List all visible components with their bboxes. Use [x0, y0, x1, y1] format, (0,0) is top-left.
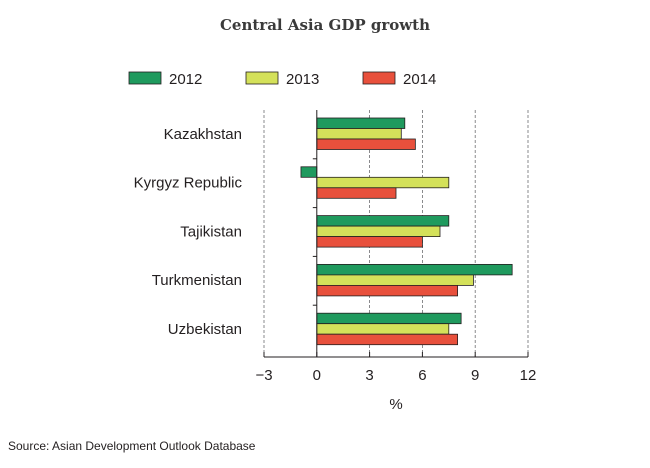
bar-uzbekistan-2012 [316, 312, 462, 325]
legend-swatch-2014 [362, 71, 396, 85]
axes [263, 110, 529, 358]
category-label-kazakhstan: Kazakhstan [164, 126, 242, 143]
bar-uzbekistan-2014 [316, 333, 458, 346]
legend: 2012 2013 2014 [128, 71, 436, 88]
legend-swatch-2013 [245, 71, 279, 85]
labels: Kazakhstan Kyrgyz Republic Tajikistan Turkm… [134, 126, 537, 413]
category-label-kyrgyz-republic: Kyrgyz Republic [134, 175, 243, 192]
bar-turkmenistan-2014 [316, 284, 458, 297]
bar-turkmenistan-2012 [316, 263, 513, 276]
category-label-tajikistan: Tajikistan [180, 223, 242, 240]
x-tick-label-3: 6 [418, 367, 426, 384]
bar-tajikistan-2013 [316, 225, 441, 238]
bar-kazakhstan-2014 [316, 138, 416, 150]
bar-tajikistan-2012 [316, 215, 450, 227]
x-tick-label-4: 9 [471, 367, 479, 384]
source-note: Source: Asian Development Outlook Databa… [8, 439, 256, 453]
x-tick-label-1: 0 [313, 367, 321, 384]
x-axis-label: % [389, 396, 402, 413]
bar-tajikistan-2014 [316, 236, 423, 248]
legend-swatch-2012 [128, 71, 162, 85]
bar-kyrgyz-republic-2012 [300, 166, 318, 178]
bar-kyrgyz-republic-2014 [316, 187, 397, 199]
bar-turkmenistan-2013 [316, 274, 474, 286]
category-label-uzbekistan: Uzbekistan [168, 321, 242, 338]
category-label-turkmenistan: Turkmenistan [152, 272, 242, 289]
x-tick-label-5: 12 [520, 367, 537, 384]
x-tick-label-0: −3 [255, 367, 272, 384]
bar-kazakhstan-2013 [316, 128, 402, 140]
legend-label-2013: 2013 [286, 71, 319, 88]
bar-uzbekistan-2013 [316, 323, 450, 335]
bar-kazakhstan-2012 [316, 117, 406, 129]
legend-label-2014: 2014 [403, 71, 436, 88]
x-tick-label-2: 3 [365, 367, 373, 384]
bars [300, 117, 513, 346]
chart-title: Central Asia GDP growth [219, 16, 431, 34]
legend-label-2012: 2012 [169, 71, 202, 88]
bar-kyrgyz-republic-2013 [316, 176, 450, 189]
